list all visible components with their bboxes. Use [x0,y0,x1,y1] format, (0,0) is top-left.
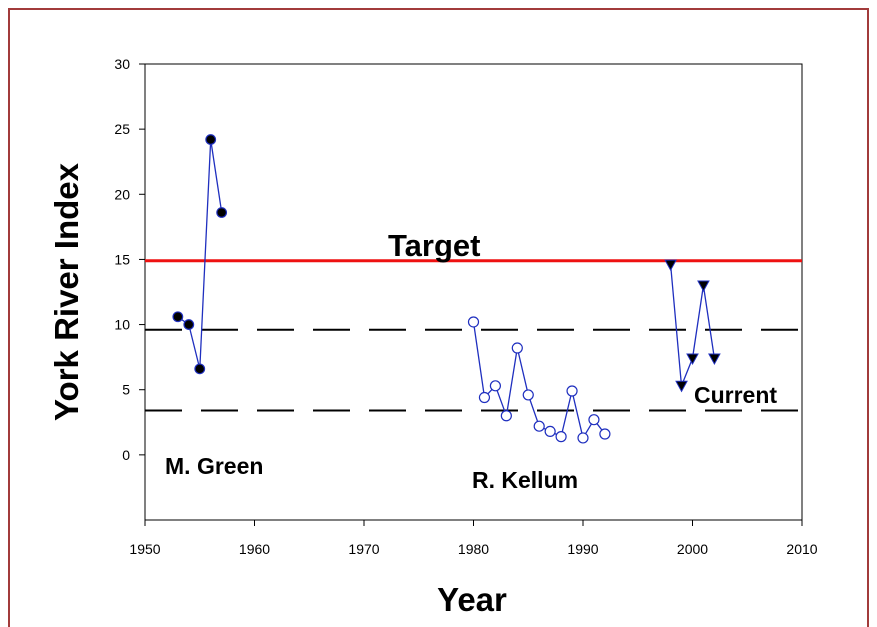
y-tick-label-20: 20 [114,186,130,202]
r-kellum-point-1990 [577,432,589,444]
r-kellum-line [472,321,606,440]
x-tick-label-1950: 1950 [129,541,160,557]
r-kellum-point-1991 [588,414,600,426]
m-green-point-1957 [216,207,228,218]
current-point-1999 [675,380,688,393]
r-kellum-point-1980 [467,316,480,328]
x-axis-title: Year [437,581,507,618]
m-green-annotation: M. Green [165,453,263,479]
m-green-point-1955 [194,363,206,375]
current-point-1998 [664,259,677,272]
x-tick-label-1970: 1970 [348,541,379,557]
r-kellum-point-1987 [544,425,556,438]
current-point-2002 [708,353,721,365]
r-kellum-annotation: R. Kellum [472,467,578,493]
current-point-2000 [686,353,699,365]
r-kellum-point-1988 [555,431,567,443]
series-layer [172,134,721,444]
r-kellum-point-1984 [511,342,523,354]
x-axis-ticks: 1950 1960 1970 1980 1990 2000 2010 [129,520,818,557]
y-axis-title: York River Index [48,162,85,421]
y-tick-label-25: 25 [114,121,130,137]
chart-frame [8,8,869,627]
x-tick-label-2000: 2000 [677,541,708,557]
x-tick-label-1980: 1980 [458,541,489,557]
target-annotation: Target [388,228,480,263]
current-annotation: Current [694,382,777,408]
r-kellum-point-1985 [522,389,534,401]
y-tick-label-15: 15 [114,251,130,267]
r-kellum-point-1981 [478,391,491,404]
x-tick-label-1960: 1960 [239,541,270,557]
r-kellum-point-1989 [566,385,578,397]
m-green-line [177,139,223,370]
m-green-point-1956 [205,134,217,145]
y-tick-label-10: 10 [114,317,130,333]
r-kellum-point-1992 [599,428,611,440]
y-tick-label-30: 30 [114,56,130,72]
m-green-point-1953 [172,311,184,323]
y-axis-ticks: 0 5 10 15 20 25 30 [114,56,145,463]
x-tick-label-1990: 1990 [567,541,598,557]
current-point-2001 [697,280,710,293]
y-tick-label-5: 5 [122,382,130,398]
r-kellum-point-1986 [533,420,545,432]
y-tick-label-0: 0 [122,447,130,463]
r-kellum-point-1982 [489,380,501,392]
r-kellum-point-1983 [500,410,512,422]
reference-lines [145,259,802,412]
x-tick-label-2010: 2010 [786,541,817,557]
m-green-point-1954 [183,319,195,330]
